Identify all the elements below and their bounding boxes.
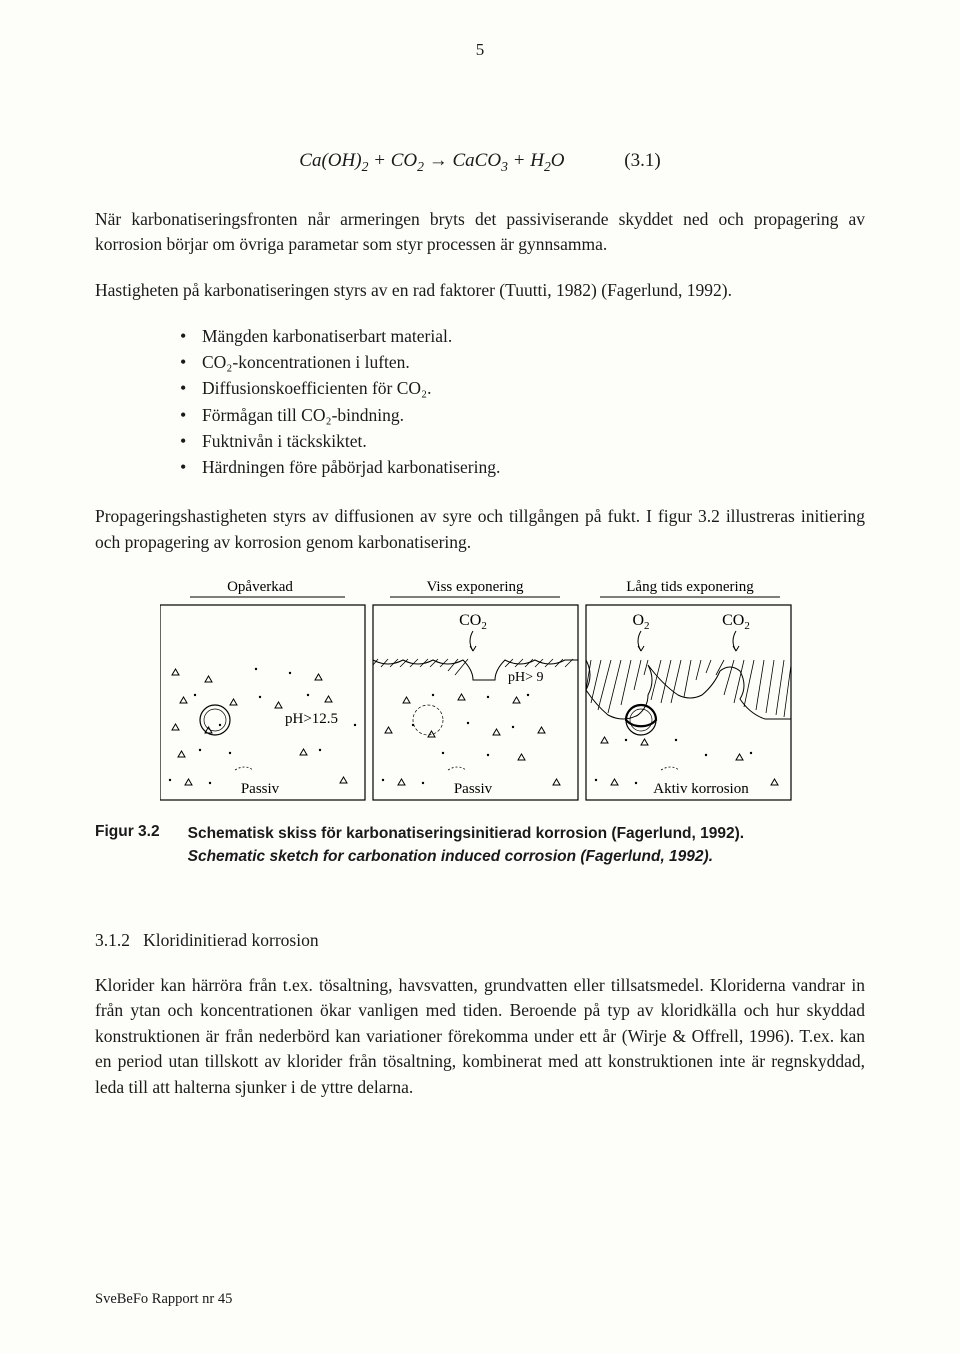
figure-3-2: Opåverkad Viss exponering Lång tids expo… [95, 575, 865, 805]
subsection-number: 3.1.2 [95, 930, 130, 950]
panel-unaffected: pH>12.5 Passiv [160, 605, 365, 800]
paragraph-4: Klorider kan härröra från t.ex. tösaltni… [95, 973, 865, 1100]
list-item: CO₂-koncentrationen i luften. [180, 349, 865, 375]
panel-some-exposure: CO2 pH> 9 [373, 605, 578, 800]
o2-label: O2 [632, 612, 649, 632]
subsection-heading: 3.1.2 Kloridinitierad korrosion [95, 930, 865, 951]
list-item: Mängden karbonatiserbart material. [180, 323, 865, 349]
paragraph-1: När karbonatiseringsfronten når armering… [95, 207, 865, 258]
page: 5 Ca(OH)2 + CO2 → CaCO3 + H2O (3.1) När … [0, 0, 960, 1353]
state-label-2: Passiv [454, 781, 493, 797]
list-item: Diffusionskoefficienten för CO₂. [180, 375, 865, 401]
paragraph-3: Propageringshastigheten styrs av diffusi… [95, 504, 865, 555]
figure-label: Figur 3.2 [95, 823, 160, 868]
ph-label-1: pH>12.5 [285, 711, 338, 727]
list-item: Härdningen före påbörjad karbonatisering… [180, 454, 865, 480]
subsection-title: Kloridinitierad korrosion [143, 930, 318, 950]
co2-label: CO2 [459, 612, 487, 632]
header-2: Viss exponering [426, 579, 524, 595]
ph9-label: pH> 9 [508, 670, 544, 685]
factor-list: Mängden karbonatiserbart material. CO₂-k… [180, 323, 865, 481]
footer-report-id: SveBeFo Rapport nr 45 [95, 1291, 232, 1308]
state-label-1: Passiv [241, 781, 280, 797]
equation: Ca(OH)2 + CO2 → CaCO3 + H2O (3.1) [95, 150, 865, 175]
header-1: Opåverkad [227, 579, 293, 595]
header-3: Lång tids exponering [626, 579, 754, 595]
list-item: Fuktnivån i täckskiktet. [180, 428, 865, 454]
equation-number: (3.1) [624, 150, 660, 171]
co2-label-2: CO2 [722, 612, 750, 632]
panel-long-exposure: O2 CO2 [586, 605, 791, 800]
list-item: Förmågan till CO₂-bindning. [180, 402, 865, 428]
figure-caption-line2: Schematic sketch for carbonation induced… [188, 848, 713, 865]
figure-caption-line1: Schematisk skiss för karbonatiseringsini… [188, 825, 744, 842]
paragraph-2: Hastigheten på karbonatiseringen styrs a… [95, 278, 865, 303]
corrosion-diagram: Opåverkad Viss exponering Lång tids expo… [160, 575, 800, 805]
state-label-3: Aktiv korrosion [653, 781, 749, 797]
equation-text: Ca(OH)2 + CO2 → CaCO3 + H2O [299, 150, 564, 171]
page-number: 5 [95, 40, 865, 60]
figure-caption: Figur 3.2 Schematisk skiss för karbonati… [95, 823, 865, 868]
